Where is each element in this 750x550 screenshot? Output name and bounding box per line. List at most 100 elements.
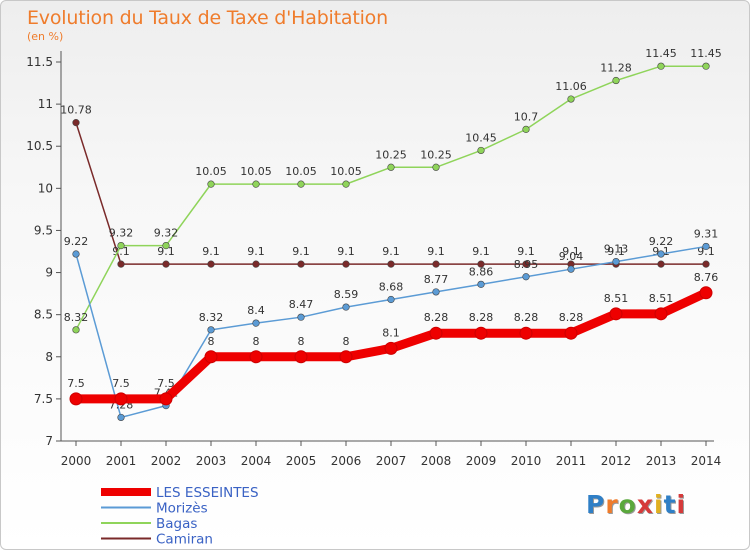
data-label: 9.1 <box>427 245 445 258</box>
y-tick-label: 11 <box>38 97 53 111</box>
data-label: 8.86 <box>469 265 494 278</box>
logo-letter: t <box>663 490 677 519</box>
y-tick-label: 11.5 <box>26 55 53 69</box>
data-label: 8.28 <box>469 311 494 324</box>
data-point <box>159 392 173 406</box>
data-point <box>567 265 575 273</box>
data-point <box>72 119 80 127</box>
data-label: 8.76 <box>694 271 719 284</box>
logo-letter: x <box>636 490 654 519</box>
data-point <box>207 180 215 188</box>
data-label: 9.1 <box>697 245 715 258</box>
data-point <box>477 146 485 155</box>
data-point <box>657 250 665 258</box>
y-tick-label: 10 <box>38 181 53 195</box>
x-tick-label: 2008 <box>421 454 452 468</box>
data-label: 8 <box>253 335 260 348</box>
x-tick-label: 2006 <box>331 454 362 468</box>
legend-label: Morizès <box>156 501 208 517</box>
data-label: 8.28 <box>424 311 449 324</box>
data-label: 7.5 <box>67 377 85 390</box>
data-label: 8.51 <box>649 292 674 305</box>
data-point <box>567 95 575 103</box>
data-point <box>294 350 308 364</box>
series-3: 8.32 9.32 9.32 10.05 10.05 10.05 10.05 10.25 10.… <box>64 47 722 334</box>
data-point <box>702 260 710 268</box>
y-tick-label: 7 <box>45 434 53 448</box>
x-tick-label: 2000 <box>61 454 92 468</box>
y-tick-label: 9 <box>45 266 53 280</box>
data-point <box>612 258 620 266</box>
data-label: 9.1 <box>607 245 625 258</box>
data-label: 9.22 <box>649 235 674 248</box>
logo-letter: r <box>605 490 619 519</box>
data-point <box>297 260 305 268</box>
data-point <box>162 242 170 250</box>
data-point <box>117 242 125 250</box>
data-point <box>699 286 713 300</box>
data-point <box>609 307 623 321</box>
data-label: 9.1 <box>157 245 175 258</box>
data-point <box>249 350 263 364</box>
data-label: 10.05 <box>285 165 317 178</box>
data-label: 10.7 <box>514 110 539 123</box>
data-point <box>657 260 665 268</box>
data-label: 9.32 <box>154 227 179 240</box>
x-tick-label: 2013 <box>646 454 677 468</box>
data-point <box>72 250 80 258</box>
data-label: 8.77 <box>424 273 449 286</box>
y-tick-label: 7.5 <box>34 392 53 406</box>
x-tick-label: 2002 <box>151 454 182 468</box>
data-point <box>339 350 353 364</box>
data-label: 11.45 <box>645 47 677 60</box>
data-label: 10.25 <box>420 148 452 161</box>
data-label: 9.1 <box>382 245 400 258</box>
x-tick-label: 2003 <box>196 454 227 468</box>
data-point <box>342 260 350 268</box>
data-label: 9.1 <box>202 245 220 258</box>
data-point <box>384 341 398 355</box>
chart-title: Evolution du Taux de Taxe d'Habitation <box>27 7 388 29</box>
data-label: 8.95 <box>514 258 539 271</box>
data-label: 11.06 <box>555 80 587 93</box>
data-label: 8 <box>208 335 215 348</box>
data-label: 9.1 <box>247 245 265 258</box>
data-label: 8.32 <box>199 311 224 324</box>
data-label: 11.28 <box>600 62 632 75</box>
logo-letter: i <box>654 490 664 519</box>
data-point <box>69 392 83 406</box>
x-tick-label: 2010 <box>511 454 542 468</box>
data-point <box>252 180 260 188</box>
x-tick-label: 2011 <box>556 454 587 468</box>
data-point <box>387 260 395 268</box>
proxiti-logo: Proxiti <box>586 490 686 519</box>
x-tick-label: 2012 <box>601 454 632 468</box>
data-point <box>474 326 488 340</box>
data-label: 9.32 <box>109 227 134 240</box>
data-label: 7.5 <box>157 377 175 390</box>
data-point <box>72 326 80 334</box>
data-point <box>162 260 170 268</box>
logo-letter: i <box>676 490 687 519</box>
data-point <box>387 295 395 304</box>
data-label: 8.1 <box>382 326 400 339</box>
data-label: 8.51 <box>604 292 629 305</box>
x-tick-label: 2009 <box>466 454 497 468</box>
data-point <box>432 163 440 171</box>
x-tick-label: 2001 <box>106 454 137 468</box>
legend-label: Camiran <box>156 532 213 548</box>
series-2: 9.227.287.428.328.48.478.598.688.778.868… <box>64 227 718 422</box>
chart-subtitle: (en %) <box>27 30 64 43</box>
data-point <box>432 260 440 268</box>
data-label: 10.45 <box>465 131 497 144</box>
data-label: 9.1 <box>472 245 490 258</box>
logo-letter: o <box>618 490 637 519</box>
legend-label: Bagas <box>156 516 197 532</box>
legend-label: LES ESSEINTES <box>156 485 259 501</box>
data-label: 9.1 <box>337 245 355 258</box>
data-label: 8.28 <box>514 311 539 324</box>
data-point <box>207 326 215 334</box>
data-label: 10.78 <box>60 104 92 117</box>
